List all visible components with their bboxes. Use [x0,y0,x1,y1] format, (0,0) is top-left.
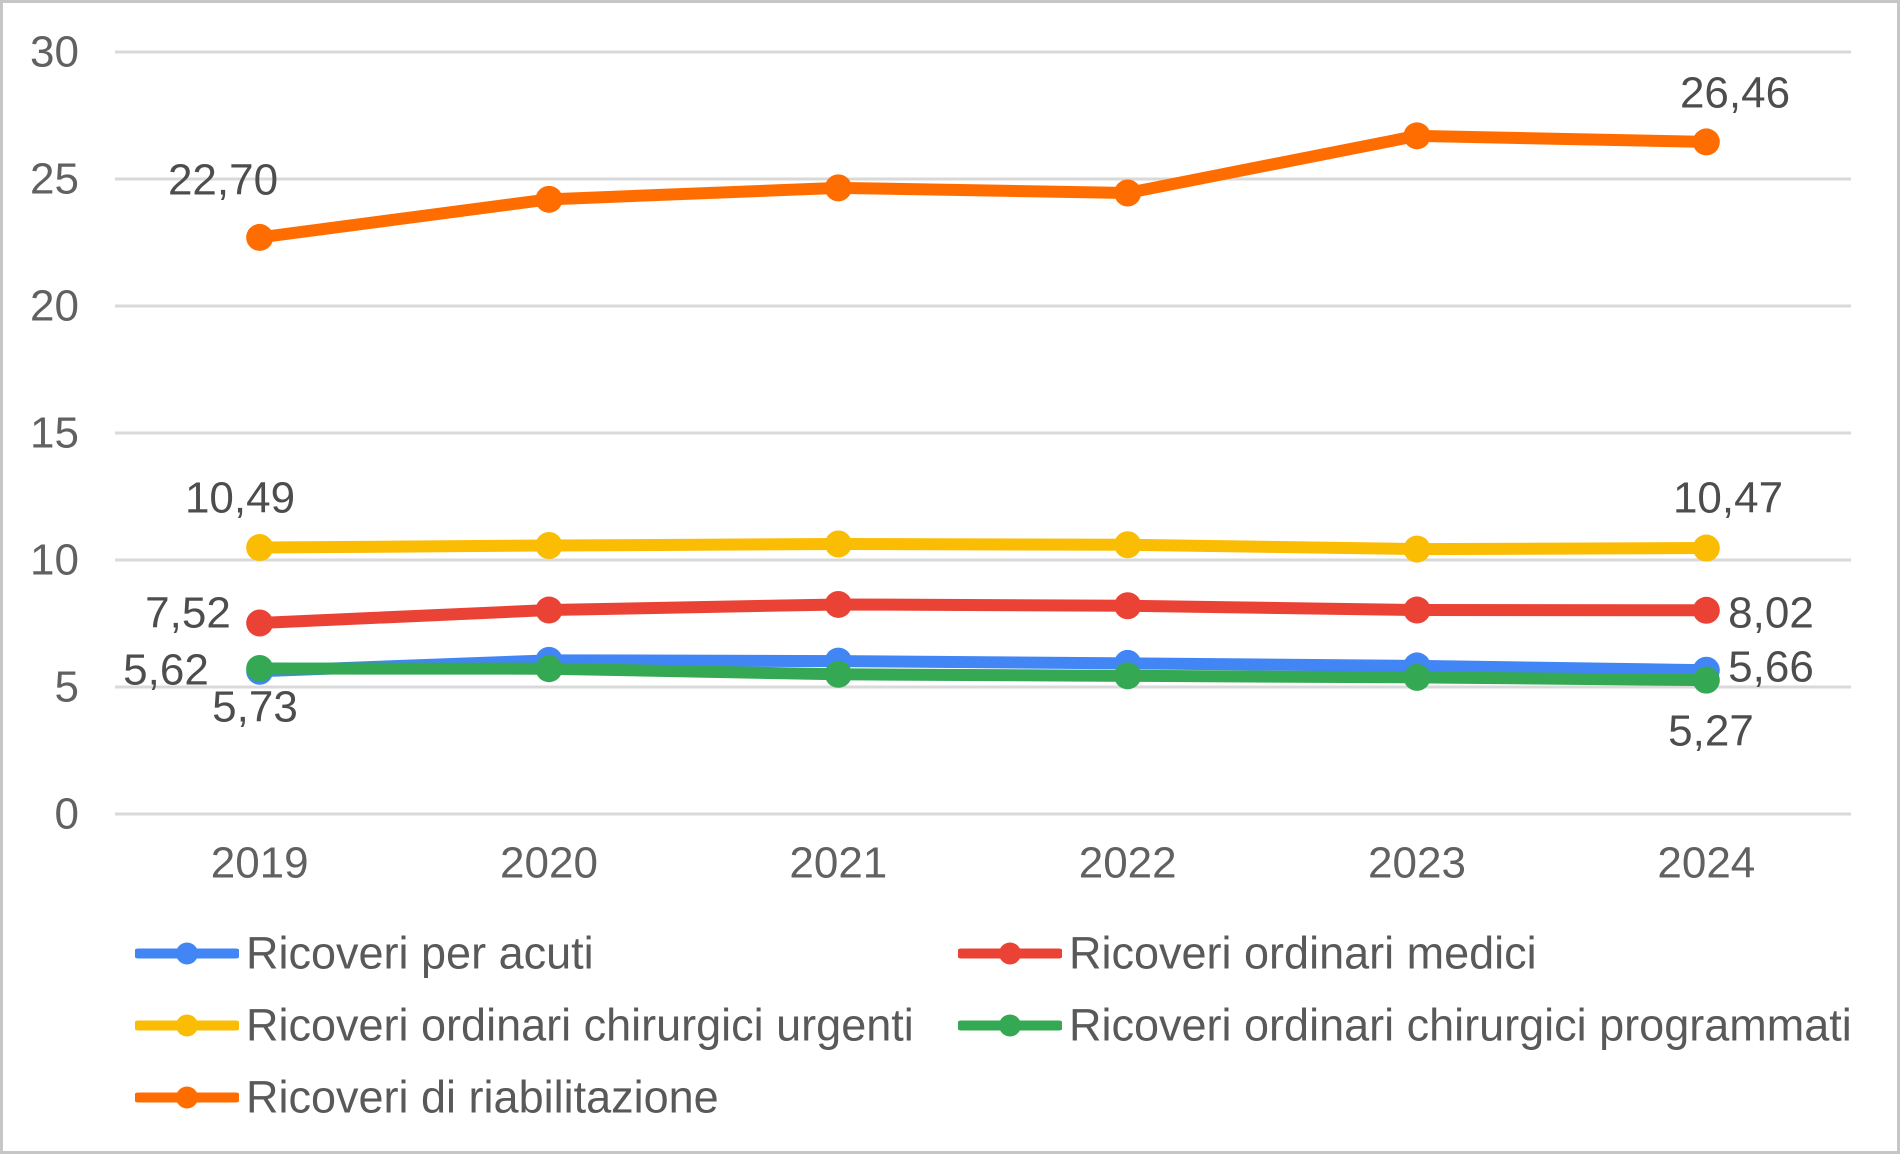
y-axis-tick-label: 10 [30,536,79,585]
series-line-1 [253,598,1713,629]
legend-swatch-icon [958,1014,1062,1036]
point-value-label: 5,73 [212,683,298,732]
data-point-dot [1692,534,1720,562]
data-point-dot [1403,535,1431,563]
legend-label: Ricoveri ordinari medici [1069,927,1537,979]
series-line-4 [253,129,1713,244]
y-axis-tick-label: 25 [30,155,79,204]
data-point-dot [246,223,274,251]
y-axis-tick-label: 5 [55,663,79,712]
y-axis-tick-label: 30 [30,28,79,77]
legend-swatch-dot [176,1086,198,1108]
legend-item-2: Ricoveri ordinari chirurgici urgenti [135,1003,914,1048]
data-point-dot [246,534,274,562]
line-chart: 0 5 10 15 20 25 30 2019 2020 2021 2022 2023 2024 22,7… [30,28,1851,888]
x-axis-tick-label: 2020 [500,839,598,888]
legend-label: Ricoveri ordinari chirurgici urgenti [246,999,914,1051]
legend-item-0: Ricoveri per acuti [135,931,594,976]
data-point-dot [1114,662,1142,690]
legend-swatch-dot [999,942,1021,964]
data-point-dot [246,654,274,682]
data-point-dot [246,609,274,637]
point-value-label: 8,02 [1728,589,1814,638]
legend-label: Ricoveri per acuti [246,927,594,979]
data-point-dot [535,185,563,213]
data-point-dot [824,590,852,618]
data-point-dot [1692,596,1720,624]
legend-swatch-dot [176,942,198,964]
data-point-dot [1114,531,1142,559]
legend-swatch-dot [999,1014,1021,1036]
legend-swatch-icon [135,1014,239,1036]
data-point-dot [535,532,563,560]
x-axis-tick-label: 2019 [211,839,309,888]
point-value-label: 5,27 [1668,707,1754,756]
data-point-dot [1114,592,1142,620]
y-axis-tick-label: 15 [30,409,79,458]
y-axis-tick-label: 0 [55,790,79,839]
data-point-dot [824,174,852,202]
x-axis-tick-label: 2021 [789,839,887,888]
data-point-dot [1114,179,1142,207]
legend-item-3: Ricoveri ordinari chirurgici programmati [958,1003,1852,1048]
data-point-dot [1403,596,1431,624]
series-line-2 [253,537,1713,556]
point-value-label: 22,70 [168,156,278,205]
y-axis-tick-label: 20 [30,282,79,331]
legend-label: Ricoveri di riabilitazione [246,1071,719,1123]
data-point-dot [535,596,563,624]
point-value-label: 5,66 [1728,643,1814,692]
point-value-label: 10,47 [1673,474,1783,523]
x-axis-tick-label: 2023 [1368,839,1466,888]
x-axis-tick-label: 2024 [1657,839,1755,888]
series-line-0 [253,654,1713,678]
legend-swatch-icon [135,942,239,964]
legend-item-4: Ricoveri di riabilitazione [135,1075,719,1120]
point-value-label: 5,62 [123,646,209,695]
series-line-3 [253,662,1713,687]
data-point-dot [1403,663,1431,691]
point-value-label: 26,46 [1680,69,1790,118]
data-point-dot [824,660,852,688]
point-value-label: 7,52 [145,589,231,638]
data-point-dot [1403,122,1431,150]
data-point-dot [824,530,852,558]
data-point-dot [535,655,563,683]
legend-item-1: Ricoveri ordinari medici [958,931,1537,976]
legend-swatch-dot [176,1014,198,1036]
legend-label: Ricoveri ordinari chirurgici programmati [1069,999,1852,1051]
data-point-dot [1692,666,1720,694]
legend-swatch-icon [958,942,1062,964]
legend-swatch-icon [135,1086,239,1108]
data-point-dot [1692,128,1720,156]
point-value-label: 10,49 [185,474,295,523]
x-axis-tick-label: 2022 [1079,839,1177,888]
